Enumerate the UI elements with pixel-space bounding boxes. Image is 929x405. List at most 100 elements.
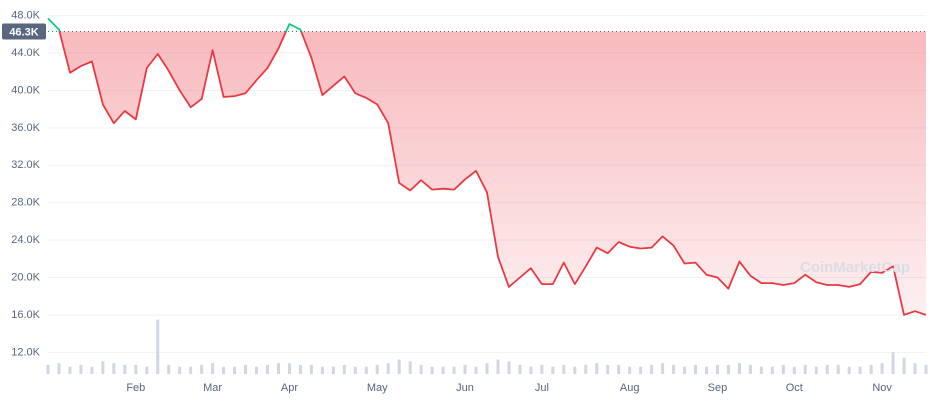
volume-bar: [880, 363, 884, 374]
volume-bar: [419, 364, 423, 374]
volume-bar: [551, 366, 555, 374]
y-tick-label: 32.0K: [11, 159, 40, 171]
volume-bar: [595, 363, 599, 374]
volume-bar: [748, 364, 752, 374]
volume-bar: [858, 366, 862, 374]
x-tick-label: Aug: [620, 382, 640, 394]
volume-bar: [276, 363, 280, 374]
volume-bar: [584, 364, 588, 374]
x-tick-label: May: [367, 382, 388, 394]
volume-bar: [68, 366, 72, 374]
volume-bar: [715, 364, 719, 374]
x-tick-label: Jun: [456, 382, 474, 394]
y-tick-label: 12.0K: [11, 346, 40, 358]
volume-bar: [628, 366, 632, 374]
volume-bar: [781, 364, 785, 374]
volume-bar: [331, 366, 335, 374]
price-line: [47, 17, 927, 316]
volume-bar: [408, 361, 412, 374]
volume-bar: [200, 364, 204, 374]
y-tick-label: 48.0K: [11, 10, 40, 22]
volume-bar: [255, 366, 259, 374]
volume-bar: [891, 352, 895, 374]
volume-bar: [485, 363, 489, 374]
volume-bar: [683, 366, 687, 374]
y-tick-label: 36.0K: [11, 122, 40, 134]
y-tick-label: 40.0K: [11, 84, 40, 96]
y-tick-label: 16.0K: [11, 309, 40, 321]
x-tick-label: Jul: [535, 382, 549, 394]
volume-bar: [902, 357, 906, 374]
volume-bar: [792, 366, 796, 374]
volume-bar: [705, 366, 708, 374]
volume-bar: [529, 366, 533, 374]
volume-bar: [847, 366, 851, 374]
area-fill: [48, 18, 926, 315]
volume-bar: [606, 364, 610, 374]
volume-bar: [375, 364, 379, 374]
x-tick-label: Sep: [708, 382, 728, 394]
volume-bar: [573, 366, 577, 374]
volume-bar: [452, 366, 456, 374]
volume-bar: [737, 363, 741, 374]
volume-bar: [211, 363, 215, 374]
volume-bar: [79, 364, 83, 374]
volume-bar: [101, 361, 105, 374]
volume-bar: [474, 366, 478, 374]
volume-bar: [298, 364, 302, 374]
volume-bar: [244, 364, 248, 374]
volume-bar: [463, 364, 467, 374]
volume-bar: [233, 366, 237, 374]
volume-bar: [364, 366, 368, 374]
volume-bar: [803, 364, 807, 374]
volume-bar: [759, 366, 763, 374]
volume-bar: [770, 366, 774, 374]
y-tick-label: 28.0K: [11, 197, 40, 209]
volume-bar: [397, 359, 401, 374]
volume-bar: [672, 364, 676, 374]
volume-bar: [156, 319, 160, 374]
volume-bar: [353, 366, 357, 374]
volume-bar: [90, 366, 94, 374]
volume-bar: [145, 366, 149, 374]
volume-bar: [46, 364, 50, 374]
volume-bar: [134, 364, 138, 374]
volume-bar: [814, 366, 818, 374]
volume-bar: [869, 364, 873, 374]
x-tick-label: Feb: [126, 382, 145, 394]
volume-bar: [518, 364, 522, 374]
y-tick-label: 24.0K: [11, 234, 40, 246]
y-tick-label: 20.0K: [11, 271, 40, 283]
x-tick-label: Mar: [203, 382, 222, 394]
volume-bar: [342, 364, 346, 374]
x-tick-label: Oct: [786, 382, 803, 394]
volume-bar: [386, 363, 390, 374]
y-tick-label: 44.0K: [11, 47, 40, 59]
volume-bar: [320, 366, 324, 374]
volume-bar: [507, 361, 511, 374]
x-tick-label: Nov: [872, 382, 892, 394]
volume-bar: [825, 364, 829, 374]
volume-bar: [694, 364, 698, 374]
volume-bar: [266, 364, 269, 374]
volume-bar: [222, 366, 226, 374]
volume-bar: [650, 364, 654, 374]
volume-bar: [57, 363, 61, 374]
volume-bar: [309, 364, 313, 374]
x-tick-label: Apr: [281, 382, 298, 394]
baseline-label-box: [2, 23, 46, 40]
watermark: CoinMarketCap: [800, 259, 910, 276]
volume-bar: [287, 363, 291, 374]
volume-bar: [639, 366, 643, 374]
volume-bar: [836, 364, 840, 374]
volume-bar: [661, 363, 665, 374]
volume-bar: [178, 366, 182, 374]
volume-bar: [441, 366, 445, 374]
volume-bar: [496, 359, 500, 374]
volume-bar: [924, 364, 928, 374]
volume-bar: [913, 363, 917, 374]
volume-bar: [189, 366, 193, 374]
baseline-label: 46.3K: [9, 26, 38, 38]
volume-bar: [540, 364, 544, 374]
